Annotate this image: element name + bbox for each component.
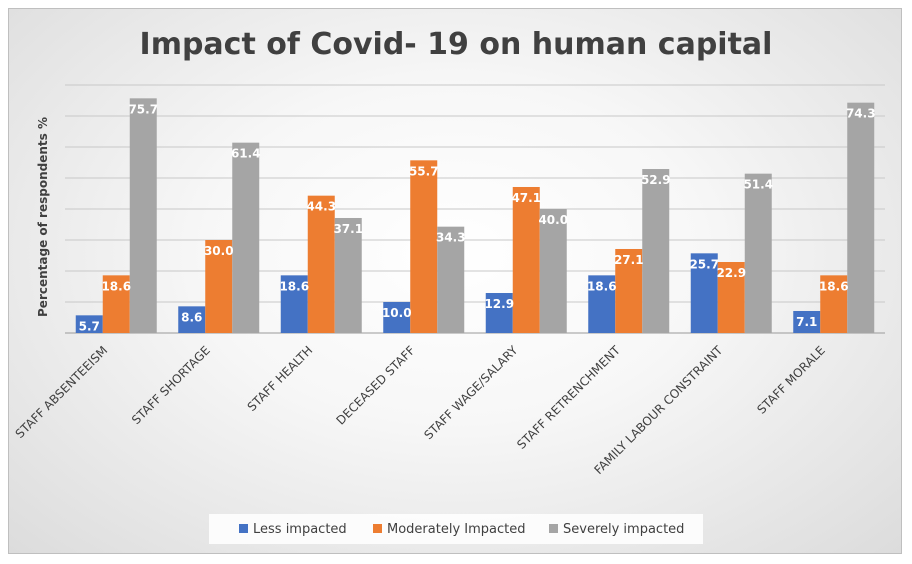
bar [437,226,465,333]
data-label: 34.3 [436,231,466,245]
chart-frame: Impact of Covid- 19 on human capital Per… [8,8,902,554]
bar [615,248,643,333]
legend-entry: Moderately Impacted [387,522,525,537]
bar [280,275,308,333]
bar [793,310,821,333]
bar [205,240,233,333]
category-label: STAFF WAGE/SALARY [421,343,521,443]
bar [539,209,567,333]
data-labels: 5.7 18.6 75.7 8.6 30.0 61.4 18.6 44.3 37.1 10.0 55… [79,102,876,333]
data-label: 55.7 [409,164,439,178]
data-label: 5.7 [79,319,100,333]
bar [410,160,438,333]
gridlines [65,84,885,334]
bar [642,169,670,333]
data-label: 51.4 [743,178,773,192]
bar [102,275,130,333]
category-label: DECEASED STAFF [334,343,418,427]
data-label: 40.0 [538,213,568,227]
bar [588,275,616,333]
bar-chart: Impact of Covid- 19 on human capital Per… [13,27,885,544]
data-label: 61.4 [231,147,261,161]
legend-entry: Severely impacted [563,522,684,537]
bar [847,102,875,333]
category-label: STAFF MORALE [754,343,828,417]
bar [485,293,513,333]
data-label: 8.6 [181,310,202,324]
category-label: STAFF SHORTAGE [129,343,213,427]
data-label: 10.0 [382,306,412,320]
data-label: 18.6 [819,279,849,293]
data-label: 18.6 [587,279,617,293]
legend-swatch [373,524,382,533]
y-axis-label: Percentage of respondents % [36,117,50,317]
data-label: 25.7 [689,257,719,271]
chart-title: Impact of Covid- 19 on human capital [140,27,773,62]
data-label: 47.1 [511,191,541,205]
legend-box [209,514,703,544]
bar [307,195,335,333]
category-labels: STAFF ABSENTEEISM STAFF SHORTAGE STAFF HEA… [13,343,828,477]
data-label: 7.1 [796,315,817,329]
legend-swatch [239,524,248,533]
bar [744,173,772,333]
bar [178,306,206,333]
data-label: 52.9 [641,173,671,187]
category-label: STAFF HEALTH [245,343,316,414]
bar [383,302,411,333]
bar [232,142,260,333]
data-label: 18.6 [101,279,131,293]
bar [820,275,848,333]
data-label: 27.1 [614,253,644,267]
bar [512,186,540,333]
legend: Less impacted Moderately Impacted Severely… [209,514,703,544]
legend-entry: Less impacted [253,522,347,537]
category-label: STAFF RETRENCHMENT [514,343,623,452]
data-label: 74.3 [846,107,876,121]
legend-swatch [549,524,558,533]
data-label: 37.1 [333,222,363,236]
data-label: 22.9 [716,266,746,280]
bar [690,253,718,333]
bar [75,315,103,333]
category-label: STAFF ABSENTEEISM [13,343,111,441]
data-label: 12.9 [484,297,514,311]
data-label: 75.7 [128,102,158,116]
bars [75,98,875,333]
data-label: 18.6 [279,279,309,293]
bar [129,98,157,333]
data-label: 44.3 [306,200,336,214]
bar [717,262,745,333]
data-label: 30.0 [204,244,234,258]
bar [334,217,362,333]
